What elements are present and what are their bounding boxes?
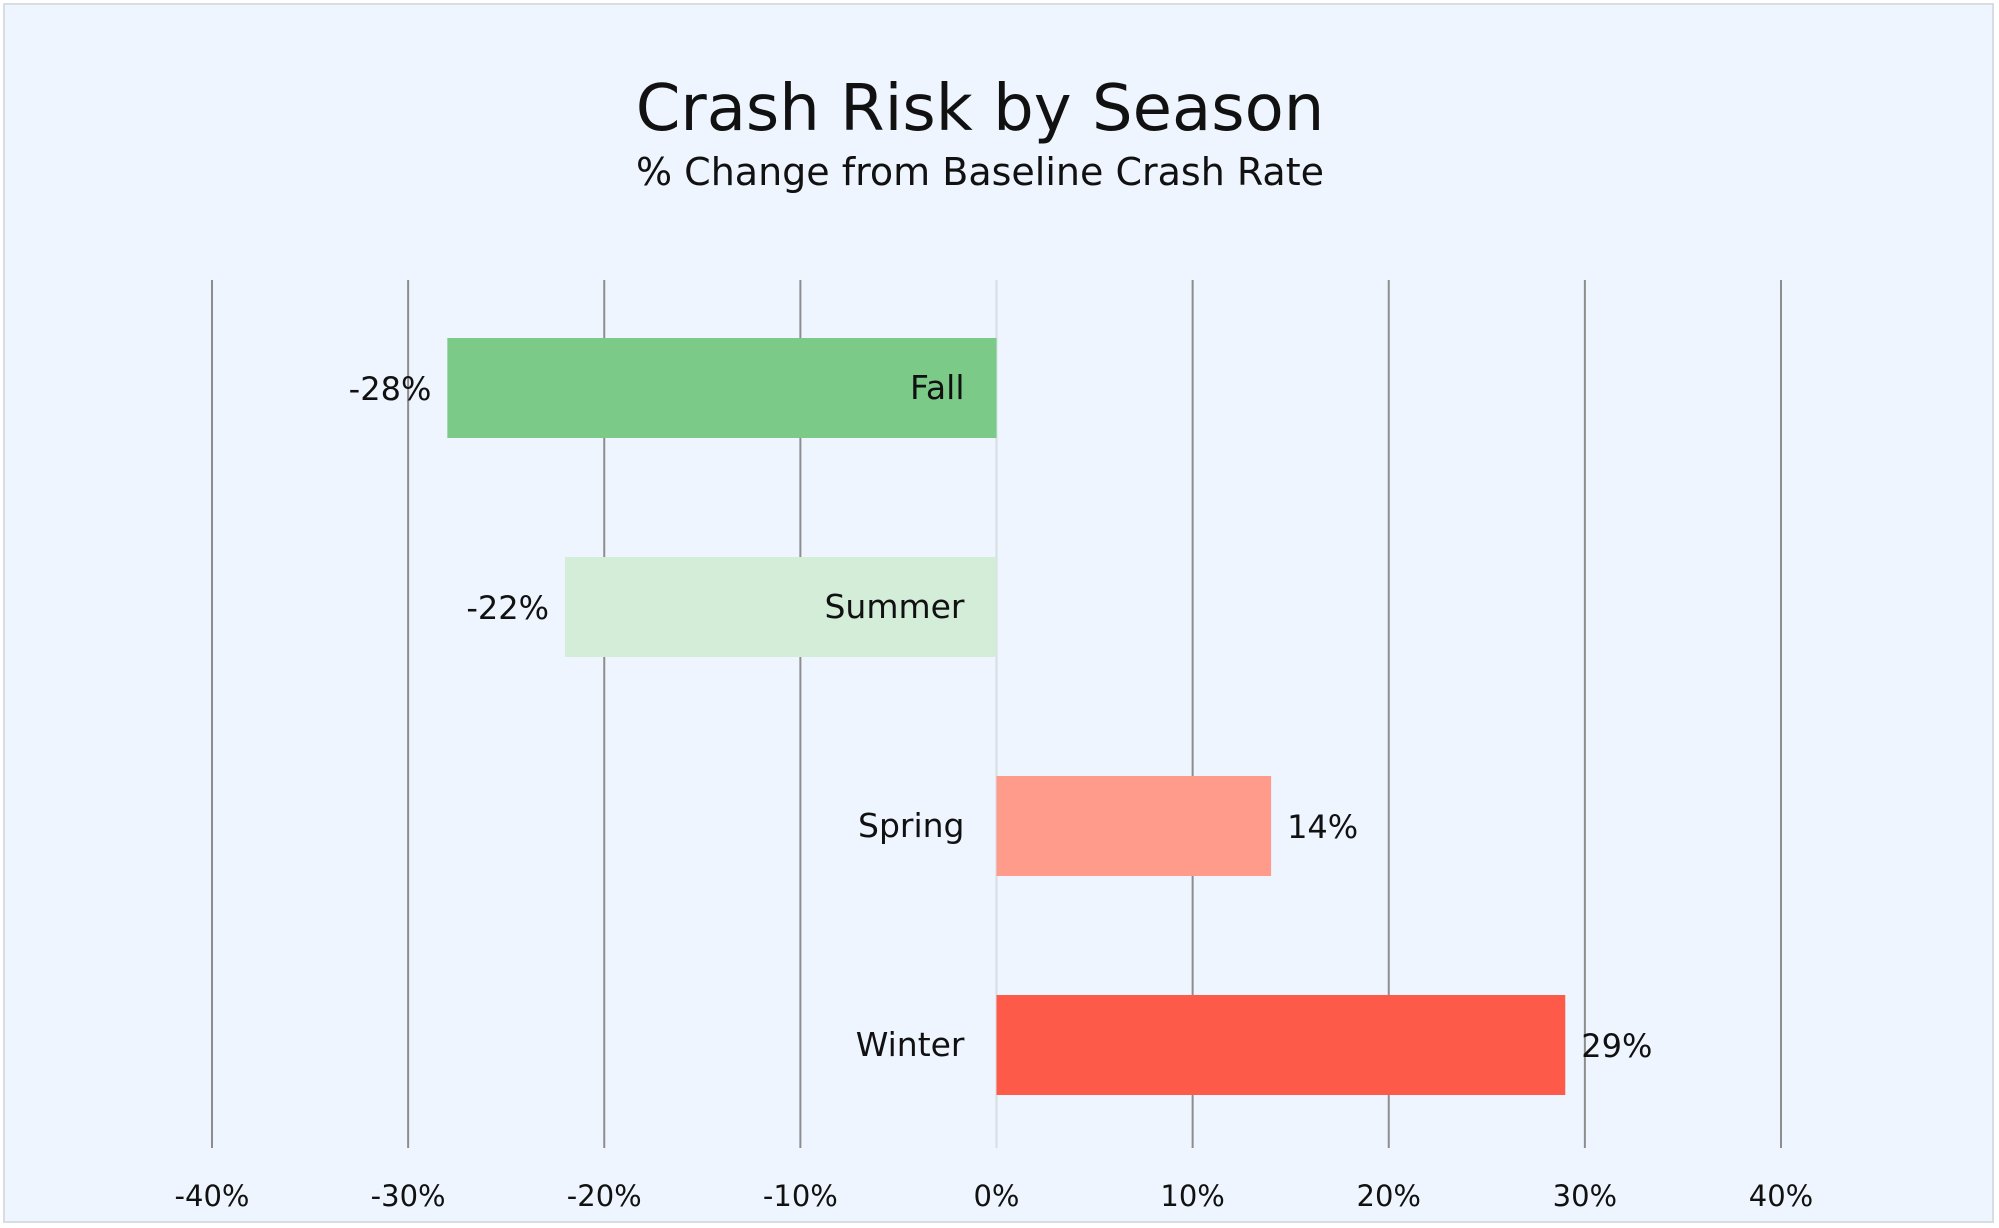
labels: -40% -30% -20% -10% 0% 10% 20% 30% 40% -28% Fall -2…	[175, 368, 1814, 1213]
x-tick-label: 10%	[1160, 1179, 1224, 1213]
bar-winter	[996, 995, 1566, 1095]
chart-subtitle: % Change from Baseline Crash Rate	[636, 150, 1324, 194]
chart-title: Crash Risk by Season	[636, 72, 1325, 146]
category-label: Summer	[824, 587, 964, 626]
data-label: 14%	[1287, 808, 1358, 846]
x-tick-label: -20%	[567, 1179, 642, 1213]
x-tick-label: 20%	[1357, 1179, 1421, 1213]
x-tick-label: 30%	[1553, 1179, 1617, 1213]
category-label: Fall	[910, 368, 965, 407]
category-label: Winter	[856, 1025, 965, 1064]
x-tick-label: 40%	[1749, 1179, 1813, 1213]
bar-summer	[565, 557, 997, 657]
data-label: -22%	[466, 589, 549, 627]
x-tick-label: -40%	[175, 1179, 250, 1213]
bar-fall	[447, 338, 997, 438]
data-label: -28%	[349, 370, 432, 408]
x-tick-label: 0%	[973, 1179, 1019, 1213]
data-label: 29%	[1581, 1027, 1652, 1065]
category-label: Spring	[858, 806, 965, 845]
bar-spring	[996, 776, 1272, 876]
x-tick-label: -30%	[371, 1179, 446, 1213]
x-tick-label: -10%	[763, 1179, 838, 1213]
bars	[447, 338, 1566, 1095]
